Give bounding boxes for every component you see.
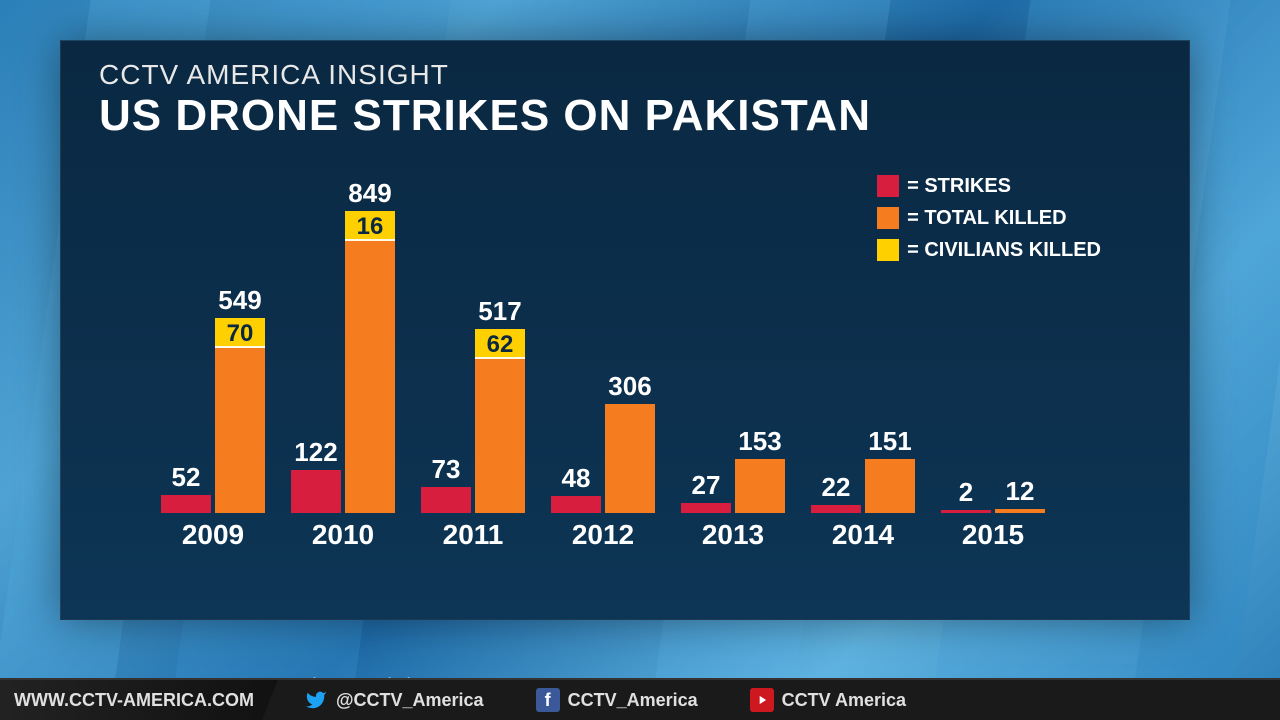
strikes-bar: [421, 487, 471, 513]
year-group: 12284916: [291, 211, 395, 513]
chart-panel: CCTV AMERICA INSIGHT US DRONE STRIKES ON…: [60, 40, 1190, 620]
total-killed-bar: [605, 404, 655, 513]
year-group: 48306: [551, 404, 655, 513]
total-killed-value: 306: [600, 371, 660, 402]
year-label: 2014: [811, 519, 915, 551]
strikes-bar-wrap: 2: [941, 510, 991, 513]
total-bar-wrap: 84916: [345, 211, 395, 513]
footer-twitter: @CCTV_America: [278, 688, 510, 712]
civilians-value: 70: [215, 320, 265, 348]
strikes-bar: [681, 503, 731, 513]
year-label: 2012: [551, 519, 655, 551]
footer-bar: WWW.CCTV-AMERICA.COM @CCTV_America f CCT…: [0, 678, 1280, 720]
total-killed-bar: [865, 459, 915, 513]
total-killed-value: 517: [470, 296, 530, 327]
civilians-value: 62: [475, 331, 525, 359]
strikes-value: 48: [546, 463, 606, 494]
year-axis: 2009 2010 2011 2012 2013 2014 2015: [161, 519, 1081, 551]
footer-twitter-label: @CCTV_America: [336, 690, 484, 711]
youtube-icon: [750, 688, 774, 712]
total-bar-wrap: 51762: [475, 329, 525, 513]
twitter-icon: [304, 688, 328, 712]
footer-youtube-label: CCTV America: [782, 690, 906, 711]
year-group: 2 12: [941, 509, 1045, 513]
strikes-bar-wrap: 48: [551, 496, 601, 513]
strikes-bar: [161, 495, 211, 513]
strikes-bar: [811, 505, 861, 513]
year-label: 2011: [421, 519, 525, 551]
strikes-value: 52: [156, 462, 216, 493]
strikes-value: 22: [806, 472, 866, 503]
civilians-cap: 62: [475, 329, 525, 359]
panel-title: US DRONE STRIKES ON PAKISTAN: [61, 91, 1189, 141]
total-killed-bar: 16: [345, 211, 395, 513]
year-label: 2015: [941, 519, 1045, 551]
facebook-icon: f: [536, 688, 560, 712]
civilians-cap: 16: [345, 211, 395, 241]
strikes-bar: [291, 470, 341, 513]
total-killed-value: 849: [340, 178, 400, 209]
footer-facebook-label: CCTV_America: [568, 690, 698, 711]
total-bar-wrap: 306: [605, 404, 655, 513]
footer-website: WWW.CCTV-AMERICA.COM: [0, 680, 278, 720]
chart-area: = STRIKES= TOTAL KILLED= CIVILIANS KILLE…: [161, 171, 1081, 551]
footer-facebook: f CCTV_America: [510, 688, 724, 712]
year-label: 2013: [681, 519, 785, 551]
civilians-value: 16: [345, 213, 395, 241]
year-label: 2009: [161, 519, 265, 551]
year-group: 7351762: [421, 329, 525, 513]
total-killed-bar: 70: [215, 318, 265, 513]
year-group: 5254970: [161, 318, 265, 513]
strikes-bar-wrap: 22: [811, 505, 861, 513]
total-killed-bar: [995, 509, 1045, 513]
strikes-bar: [551, 496, 601, 513]
total-killed-value: 12: [990, 476, 1050, 507]
strikes-bar-wrap: 27: [681, 503, 731, 513]
strikes-value: 27: [676, 470, 736, 501]
total-bar-wrap: 12: [995, 509, 1045, 513]
year-label: 2010: [291, 519, 395, 551]
strikes-bar-wrap: 52: [161, 495, 211, 513]
bar-groups: 5254970122849167351762483062715322151212: [161, 193, 1081, 513]
strikes-value: 2: [936, 477, 996, 508]
total-bar-wrap: 54970: [215, 318, 265, 513]
total-bar-wrap: 151: [865, 459, 915, 513]
total-killed-bar: [735, 459, 785, 513]
strikes-bar-wrap: 122: [291, 470, 341, 513]
year-group: 22 151: [811, 459, 915, 513]
strikes-bar: [941, 510, 991, 513]
strikes-bar-wrap: 73: [421, 487, 471, 513]
total-killed-value: 151: [860, 426, 920, 457]
year-group: 27 153: [681, 459, 785, 513]
total-bar-wrap: 153: [735, 459, 785, 513]
total-killed-bar: 62: [475, 329, 525, 513]
panel-subtitle: CCTV AMERICA INSIGHT: [61, 41, 1189, 91]
total-killed-value: 549: [210, 285, 270, 316]
total-killed-value: 153: [730, 426, 790, 457]
strikes-value: 73: [416, 454, 476, 485]
civilians-cap: 70: [215, 318, 265, 348]
strikes-value: 122: [286, 437, 346, 468]
footer-youtube: CCTV America: [724, 688, 932, 712]
